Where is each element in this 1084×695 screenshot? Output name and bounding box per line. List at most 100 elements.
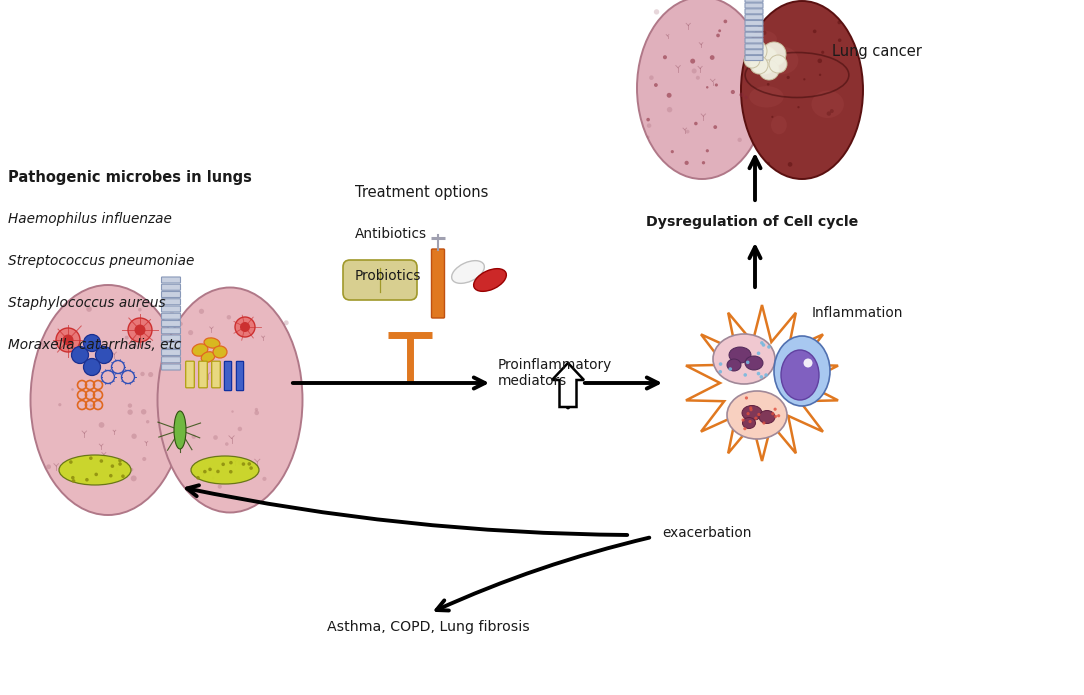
Text: Antibiotics: Antibiotics [354, 227, 427, 241]
FancyBboxPatch shape [162, 357, 181, 363]
Circle shape [667, 93, 672, 98]
FancyBboxPatch shape [745, 3, 763, 8]
Circle shape [750, 46, 778, 74]
Circle shape [646, 118, 650, 122]
Circle shape [692, 68, 697, 74]
Circle shape [72, 476, 75, 480]
FancyBboxPatch shape [162, 328, 181, 334]
Circle shape [759, 60, 779, 80]
Circle shape [748, 420, 751, 423]
Circle shape [686, 130, 689, 133]
FancyBboxPatch shape [198, 361, 207, 388]
Circle shape [56, 328, 80, 352]
Ellipse shape [474, 269, 506, 291]
Circle shape [100, 459, 103, 463]
Ellipse shape [59, 455, 131, 485]
Ellipse shape [212, 346, 227, 358]
Circle shape [94, 473, 98, 476]
Circle shape [822, 51, 824, 54]
Circle shape [744, 52, 760, 68]
FancyBboxPatch shape [162, 350, 181, 356]
Circle shape [719, 362, 722, 366]
Text: Inflammation: Inflammation [812, 306, 903, 320]
FancyBboxPatch shape [162, 335, 181, 341]
Circle shape [86, 478, 89, 482]
Circle shape [750, 56, 767, 74]
FancyBboxPatch shape [343, 260, 417, 300]
Circle shape [719, 370, 722, 373]
Circle shape [827, 111, 831, 116]
Circle shape [132, 344, 137, 348]
Circle shape [69, 460, 73, 464]
Ellipse shape [745, 356, 763, 370]
Circle shape [758, 413, 761, 416]
Circle shape [262, 477, 267, 481]
Circle shape [72, 388, 74, 391]
Circle shape [170, 311, 173, 316]
Circle shape [753, 32, 757, 35]
Circle shape [41, 342, 47, 347]
Ellipse shape [774, 336, 830, 406]
Circle shape [116, 468, 118, 471]
Circle shape [72, 347, 89, 363]
Text: exacerbation: exacerbation [662, 526, 751, 540]
Text: Proinflammatory
mediators: Proinflammatory mediators [498, 358, 612, 388]
Circle shape [138, 308, 142, 311]
Ellipse shape [175, 411, 186, 449]
Circle shape [128, 318, 152, 342]
Circle shape [744, 373, 747, 377]
FancyBboxPatch shape [745, 0, 763, 2]
FancyBboxPatch shape [745, 9, 763, 14]
Circle shape [208, 468, 211, 471]
Ellipse shape [192, 344, 208, 356]
Circle shape [128, 403, 132, 408]
Text: Pathogenic microbes in lungs: Pathogenic microbes in lungs [8, 170, 251, 185]
FancyBboxPatch shape [236, 361, 244, 391]
Ellipse shape [780, 350, 820, 400]
Circle shape [723, 19, 727, 24]
Circle shape [737, 138, 741, 142]
FancyBboxPatch shape [745, 20, 763, 26]
Circle shape [142, 457, 146, 461]
Circle shape [717, 33, 720, 38]
Ellipse shape [157, 288, 302, 512]
Circle shape [728, 367, 732, 371]
Ellipse shape [202, 352, 215, 362]
Circle shape [198, 309, 204, 314]
Circle shape [774, 415, 777, 418]
Circle shape [59, 403, 62, 407]
Circle shape [739, 92, 744, 97]
Circle shape [231, 410, 234, 413]
Circle shape [255, 408, 258, 411]
Circle shape [830, 109, 834, 113]
Circle shape [237, 427, 242, 431]
Circle shape [760, 341, 763, 345]
Ellipse shape [743, 418, 756, 429]
FancyBboxPatch shape [745, 38, 763, 43]
Circle shape [747, 39, 750, 42]
Circle shape [196, 476, 199, 480]
Text: Lung cancer: Lung cancer [833, 44, 921, 60]
Circle shape [663, 55, 667, 59]
Circle shape [146, 420, 150, 423]
Circle shape [838, 21, 841, 24]
Circle shape [772, 116, 774, 118]
FancyBboxPatch shape [745, 49, 763, 55]
Ellipse shape [749, 86, 784, 108]
Circle shape [255, 411, 259, 415]
Circle shape [237, 459, 244, 465]
Circle shape [691, 58, 695, 64]
Text: Treatment options: Treatment options [354, 185, 489, 200]
Circle shape [242, 462, 245, 466]
Text: Staphylococcus aureus: Staphylococcus aureus [8, 296, 166, 310]
Circle shape [229, 470, 233, 473]
Circle shape [131, 475, 137, 482]
Circle shape [211, 477, 215, 480]
Circle shape [238, 370, 242, 373]
Circle shape [284, 320, 288, 325]
Circle shape [764, 373, 767, 377]
Circle shape [766, 83, 770, 85]
Circle shape [654, 9, 659, 15]
Circle shape [90, 404, 92, 407]
Circle shape [798, 106, 800, 108]
